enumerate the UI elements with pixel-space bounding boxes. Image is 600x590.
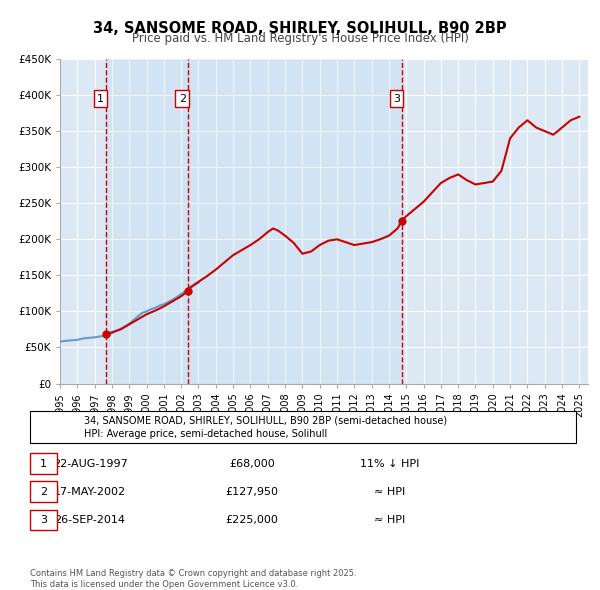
Text: 17-MAY-2002: 17-MAY-2002 bbox=[54, 487, 126, 497]
Text: HPI: Average price, semi-detached house, Solihull: HPI: Average price, semi-detached house,… bbox=[84, 430, 327, 439]
Text: 3: 3 bbox=[393, 94, 400, 104]
Text: £127,950: £127,950 bbox=[226, 487, 278, 497]
Text: 34, SANSOME ROAD, SHIRLEY, SOLIHULL, B90 2BP (semi-detached house): 34, SANSOME ROAD, SHIRLEY, SOLIHULL, B90… bbox=[84, 415, 447, 425]
Text: 1: 1 bbox=[40, 459, 47, 468]
Text: Contains HM Land Registry data © Crown copyright and database right 2025.
This d: Contains HM Land Registry data © Crown c… bbox=[30, 569, 356, 589]
Text: 26-SEP-2014: 26-SEP-2014 bbox=[55, 516, 125, 525]
Text: HPI: Average price, semi-detached house, Solihull: HPI: Average price, semi-detached house,… bbox=[84, 430, 327, 439]
Text: 11% ↓ HPI: 11% ↓ HPI bbox=[361, 459, 419, 468]
Text: 34, SANSOME ROAD, SHIRLEY, SOLIHULL, B90 2BP: 34, SANSOME ROAD, SHIRLEY, SOLIHULL, B90… bbox=[93, 21, 507, 35]
Text: £225,000: £225,000 bbox=[226, 516, 278, 525]
Bar bbox=[106, 59, 188, 384]
Text: 3: 3 bbox=[40, 516, 47, 525]
Text: 2: 2 bbox=[40, 487, 47, 497]
Text: 34, SANSOME ROAD, SHIRLEY, SOLIHULL, B90 2BP (semi-detached house): 34, SANSOME ROAD, SHIRLEY, SOLIHULL, B90… bbox=[84, 415, 447, 425]
Text: 2: 2 bbox=[179, 94, 186, 104]
Text: ≈ HPI: ≈ HPI bbox=[374, 487, 406, 497]
Text: 1: 1 bbox=[97, 94, 104, 104]
Text: ≈ HPI: ≈ HPI bbox=[374, 516, 406, 525]
Text: 22-AUG-1997: 22-AUG-1997 bbox=[53, 459, 127, 468]
Text: £68,000: £68,000 bbox=[229, 459, 275, 468]
Bar bbox=[188, 59, 401, 384]
Text: Price paid vs. HM Land Registry's House Price Index (HPI): Price paid vs. HM Land Registry's House … bbox=[131, 32, 469, 45]
